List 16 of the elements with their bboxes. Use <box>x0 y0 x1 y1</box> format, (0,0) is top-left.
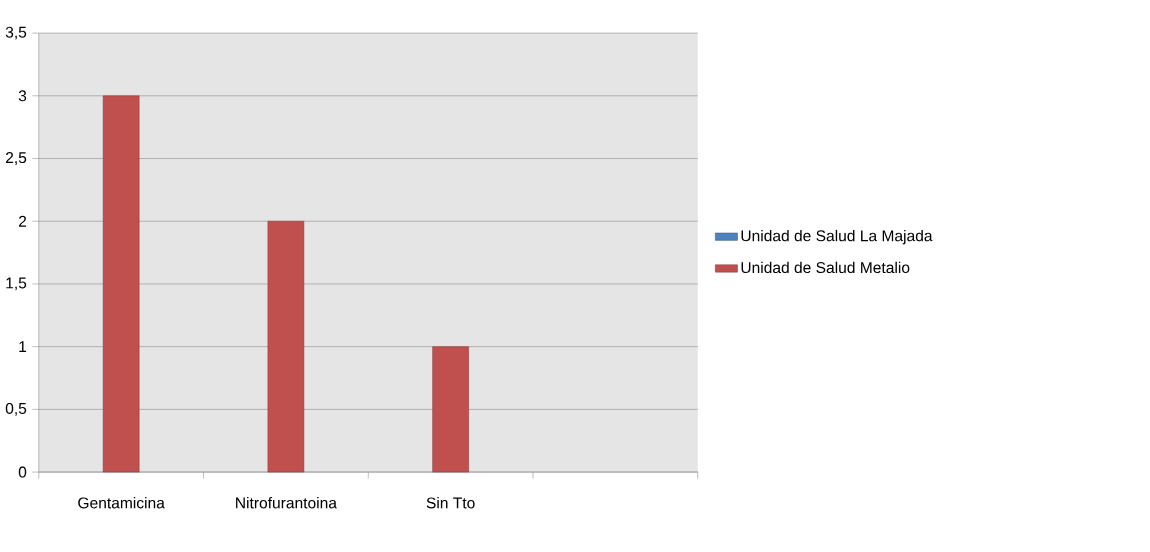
y-tick-label: 0 <box>18 466 27 478</box>
bar <box>267 221 305 473</box>
y-tick-label: 3 <box>18 90 27 102</box>
x-tick-label: Gentamicina <box>78 497 165 509</box>
y-tick-label: 2 <box>18 215 27 227</box>
x-tick-label: Nitrofurantoina <box>236 497 337 509</box>
bar <box>102 95 140 473</box>
legend-label: Unidad de Salud Metalio <box>741 261 910 274</box>
y-tick-label: 1 <box>19 341 27 353</box>
legend-label: Unidad de Salud La Majada <box>741 229 933 245</box>
y-tick-label: 1,5 <box>6 277 27 291</box>
bar <box>432 346 469 473</box>
y-tick-label: 0,5 <box>5 402 27 416</box>
y-tick-label: 3,5 <box>5 26 27 40</box>
x-tick-label: Sin Tto <box>426 497 475 509</box>
y-tick-label: 2,5 <box>5 152 27 165</box>
